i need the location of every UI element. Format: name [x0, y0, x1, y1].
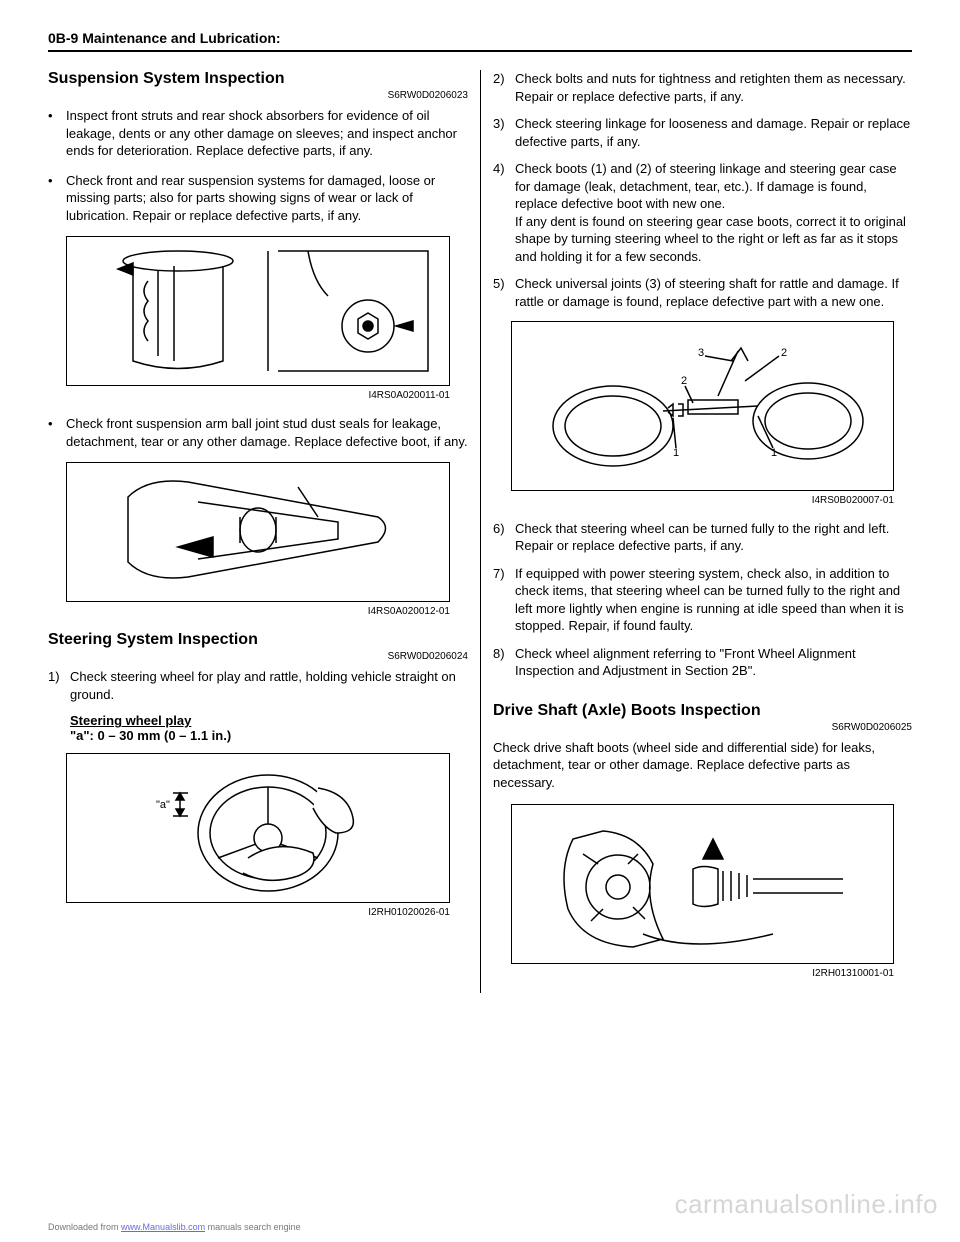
- play-value: "a": 0 – 30 mm (0 – 1.1 in.): [70, 728, 468, 743]
- fig-caption: I4RS0A020011-01: [48, 390, 450, 401]
- step-text: Check steering linkage for looseness and…: [515, 115, 912, 150]
- suspension-code: S6RW0D0206023: [48, 90, 468, 101]
- driveshaft-diagram: [543, 809, 863, 959]
- svg-text:2: 2: [681, 375, 687, 387]
- step-text: Check wheel alignment referring to "Fron…: [515, 645, 912, 680]
- suspension-title: Suspension System Inspection: [48, 70, 468, 88]
- figure-driveshaft: [511, 804, 894, 964]
- step-number: 2): [493, 70, 515, 105]
- watermark: carmanualsonline.info: [675, 1189, 938, 1220]
- footer-link[interactable]: www.Manualslib.com: [121, 1222, 205, 1232]
- bullet-dot: •: [48, 172, 66, 225]
- num-item: 6) Check that steering wheel can be turn…: [493, 520, 912, 555]
- left-column: Suspension System Inspection S6RW0D02060…: [48, 70, 480, 993]
- suspension-diagram-1: [78, 241, 438, 381]
- steering-linkage-diagram: 1 1 2 2 3: [523, 326, 883, 486]
- steering-title: Steering System Inspection: [48, 631, 468, 649]
- step-number: 5): [493, 275, 515, 310]
- num-item: 2) Check bolts and nuts for tightness an…: [493, 70, 912, 105]
- fig-caption: I4RS0A020012-01: [48, 606, 450, 617]
- num-item: 7) If equipped with power steering syste…: [493, 565, 912, 635]
- step-number: 1): [48, 668, 70, 703]
- driveshaft-title: Drive Shaft (Axle) Boots Inspection: [493, 702, 912, 720]
- bullet-text: Check front suspension arm ball joint st…: [66, 415, 468, 450]
- step-text: Check universal joints (3) of steering s…: [515, 275, 912, 310]
- step4b: If any dent is found on steering gear ca…: [515, 214, 906, 264]
- step-text: Check steering wheel for play and rattle…: [70, 668, 468, 703]
- svg-text:"a": "a": [156, 799, 170, 811]
- footer-prefix: Downloaded from: [48, 1222, 121, 1232]
- fig-caption: I4RS0B020007-01: [493, 495, 894, 506]
- steering-wheel-diagram: "a": [118, 758, 398, 898]
- num-item: 3) Check steering linkage for looseness …: [493, 115, 912, 150]
- num-item: 8) Check wheel alignment referring to "F…: [493, 645, 912, 680]
- step-text: Check bolts and nuts for tightness and r…: [515, 70, 912, 105]
- bullet-dot: •: [48, 107, 66, 160]
- svg-text:1: 1: [771, 447, 777, 459]
- bullet-item: • Inspect front struts and rear shock ab…: [48, 107, 468, 160]
- header-ref: 0B-9 Maintenance and Lubrication:: [48, 30, 912, 46]
- num-item: 1) Check steering wheel for play and rat…: [48, 668, 468, 703]
- bullet-text: Check front and rear suspension systems …: [66, 172, 468, 225]
- figure-suspension-2: [66, 462, 450, 602]
- step-number: 3): [493, 115, 515, 150]
- bullet-dot: •: [48, 415, 66, 450]
- bullet-text: Inspect front struts and rear shock abso…: [66, 107, 468, 160]
- figure-steering-linkage: 1 1 2 2 3: [511, 321, 894, 491]
- svg-text:3: 3: [698, 347, 704, 359]
- footer-download: Downloaded from www.Manualslib.com manua…: [48, 1222, 301, 1232]
- bullet-item: • Check front suspension arm ball joint …: [48, 415, 468, 450]
- steering-code: S6RW0D0206024: [48, 651, 468, 662]
- driveshaft-body: Check drive shaft boots (wheel side and …: [493, 739, 912, 792]
- step-number: 8): [493, 645, 515, 680]
- play-heading: Steering wheel play: [70, 713, 468, 728]
- content-columns: Suspension System Inspection S6RW0D02060…: [48, 70, 912, 993]
- step-number: 7): [493, 565, 515, 635]
- step-text: If equipped with power steering system, …: [515, 565, 912, 635]
- num-item: 5) Check universal joints (3) of steerin…: [493, 275, 912, 310]
- step-number: 6): [493, 520, 515, 555]
- footer-suffix: manuals search engine: [205, 1222, 301, 1232]
- fig-caption: I2RH01310001-01: [493, 968, 894, 979]
- fig-caption: I2RH01020026-01: [48, 907, 450, 918]
- driveshaft-code: S6RW0D0206025: [493, 722, 912, 733]
- figure-steering-wheel: "a": [66, 753, 450, 903]
- right-column: 2) Check bolts and nuts for tightness an…: [480, 70, 912, 993]
- step4a: Check boots (1) and (2) of steering link…: [515, 161, 897, 211]
- svg-text:1: 1: [673, 447, 679, 459]
- step-number: 4): [493, 160, 515, 265]
- figure-suspension-1: [66, 236, 450, 386]
- step-text: Check that steering wheel can be turned …: [515, 520, 912, 555]
- num-item: 4) Check boots (1) and (2) of steering l…: [493, 160, 912, 265]
- svg-text:2: 2: [781, 347, 787, 359]
- step-text: Check boots (1) and (2) of steering link…: [515, 160, 912, 265]
- bullet-item: • Check front and rear suspension system…: [48, 172, 468, 225]
- suspension-diagram-2: [118, 467, 398, 597]
- page-header: 0B-9 Maintenance and Lubrication:: [48, 30, 912, 52]
